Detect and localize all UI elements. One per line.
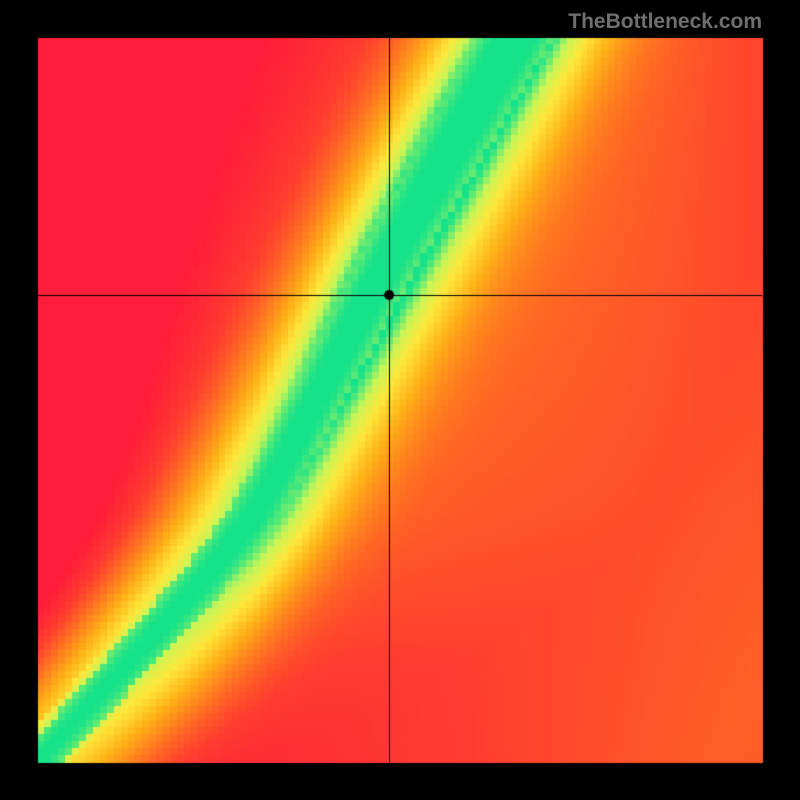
chart-container: TheBottleneck.com (0, 0, 800, 800)
heatmap-canvas (0, 0, 800, 800)
watermark-text: TheBottleneck.com (568, 10, 762, 34)
